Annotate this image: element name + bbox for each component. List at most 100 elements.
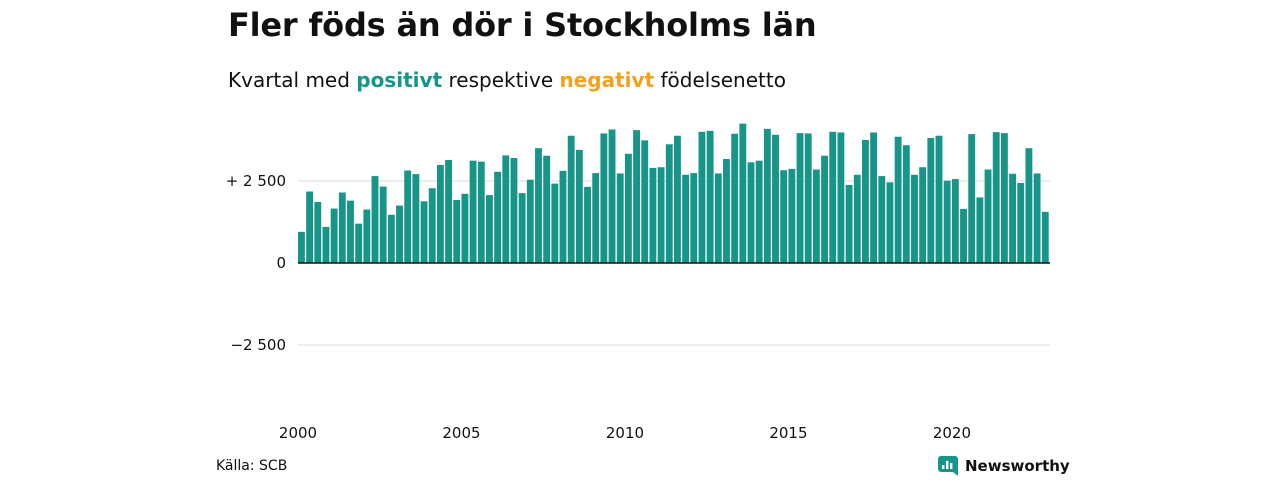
bar [739, 123, 747, 263]
subtitle-positive-keyword: positivt [356, 68, 443, 92]
bar [1041, 211, 1049, 263]
bars [298, 123, 1049, 263]
bar [559, 170, 567, 263]
axes: −2 500 0 + 2 500 2000 2005 2010 2015 2020 [226, 172, 1050, 442]
bar [363, 209, 371, 263]
bar [706, 130, 714, 263]
bar [551, 183, 559, 263]
bar [772, 134, 779, 263]
bar [812, 169, 820, 263]
bar [951, 179, 959, 263]
bar [911, 174, 918, 263]
bar [927, 138, 935, 263]
chart-subtitle: Kvartal med positivt respektive negativt… [228, 68, 786, 92]
bar [420, 201, 428, 263]
bar [976, 197, 984, 263]
bar [371, 176, 379, 263]
x-tick-label: 2020 [933, 424, 971, 442]
bar [984, 169, 992, 263]
subtitle-negative-keyword: negativt [559, 68, 655, 92]
bar [747, 162, 755, 263]
bar [935, 135, 943, 263]
bar [567, 135, 575, 263]
bar [755, 160, 763, 263]
bar [575, 149, 583, 263]
bar [894, 136, 902, 263]
bar [600, 133, 608, 263]
brand-name: Newsworthy [965, 457, 1070, 475]
bar [616, 173, 624, 263]
bar [428, 188, 436, 263]
x-tick-label: 2010 [606, 424, 644, 442]
source-label: Källa: SCB [216, 458, 288, 474]
bar [387, 214, 395, 263]
y-tick-label: 0 [276, 254, 286, 272]
bar [682, 174, 690, 263]
bar [624, 153, 632, 263]
bar [1025, 148, 1033, 263]
bar [379, 186, 387, 263]
bar [486, 195, 493, 263]
bar [1009, 173, 1016, 263]
bar [453, 200, 461, 263]
bar [960, 208, 967, 263]
bar [690, 173, 698, 263]
bar [968, 134, 976, 263]
bar [347, 200, 354, 263]
x-tick-label: 2005 [442, 424, 480, 442]
bar [821, 155, 828, 263]
subtitle-middle: respektive [448, 68, 554, 92]
bar [436, 164, 444, 263]
chart-title: Fler föds än dör i Stockholms län [228, 6, 817, 44]
bar [992, 132, 1000, 263]
bar [919, 167, 927, 263]
bar [412, 174, 420, 263]
bar [396, 205, 403, 263]
bar [845, 184, 853, 263]
bar [714, 173, 722, 263]
y-tick-label: −2 500 [230, 336, 286, 354]
bar [584, 186, 591, 263]
bar [1000, 133, 1008, 263]
subtitle-prefix: Kvartal med [228, 68, 350, 92]
bar [543, 155, 551, 263]
bar [902, 145, 910, 263]
bar [674, 135, 681, 263]
bar [306, 191, 314, 263]
bar [338, 192, 346, 263]
bar [355, 223, 363, 263]
bar [780, 170, 788, 263]
bar [330, 208, 338, 263]
bar [649, 167, 657, 263]
bar [298, 231, 305, 263]
bar [526, 179, 534, 263]
bar [1033, 173, 1041, 263]
bar [657, 167, 665, 263]
bar [886, 182, 894, 263]
bar [510, 158, 518, 263]
y-tick-label: + 2 500 [226, 172, 286, 190]
bar [518, 193, 526, 263]
newsworthy-logo-icon [938, 456, 958, 476]
bar [502, 155, 510, 263]
bar [608, 129, 616, 263]
newsworthy-logo: Newsworthy [938, 456, 1070, 476]
bar [665, 144, 673, 263]
bar [404, 170, 412, 263]
bar [592, 173, 600, 263]
bar [469, 160, 477, 263]
bar [862, 140, 869, 263]
bar [853, 174, 861, 263]
bar [731, 133, 739, 263]
bar [870, 132, 878, 263]
bar [314, 201, 322, 263]
bar [698, 131, 706, 263]
bar [943, 180, 951, 263]
bar [535, 148, 542, 263]
bar [461, 193, 469, 263]
bar [796, 133, 804, 263]
x-tick-label: 2015 [769, 424, 807, 442]
bar [829, 131, 837, 263]
bar [837, 132, 845, 263]
